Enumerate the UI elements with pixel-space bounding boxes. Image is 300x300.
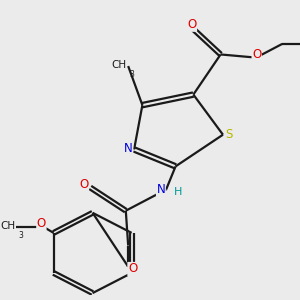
Text: N: N: [124, 142, 133, 154]
Text: O: O: [37, 217, 46, 230]
Text: 3: 3: [18, 232, 23, 241]
Text: O: O: [79, 178, 88, 191]
Text: CH: CH: [112, 61, 127, 70]
Text: H: H: [174, 188, 182, 197]
Text: CH: CH: [1, 221, 16, 231]
Text: 3: 3: [130, 70, 134, 80]
Text: O: O: [128, 262, 137, 275]
Text: S: S: [225, 128, 232, 141]
Text: O: O: [187, 18, 196, 31]
Text: N: N: [157, 182, 165, 196]
Text: O: O: [252, 48, 261, 61]
